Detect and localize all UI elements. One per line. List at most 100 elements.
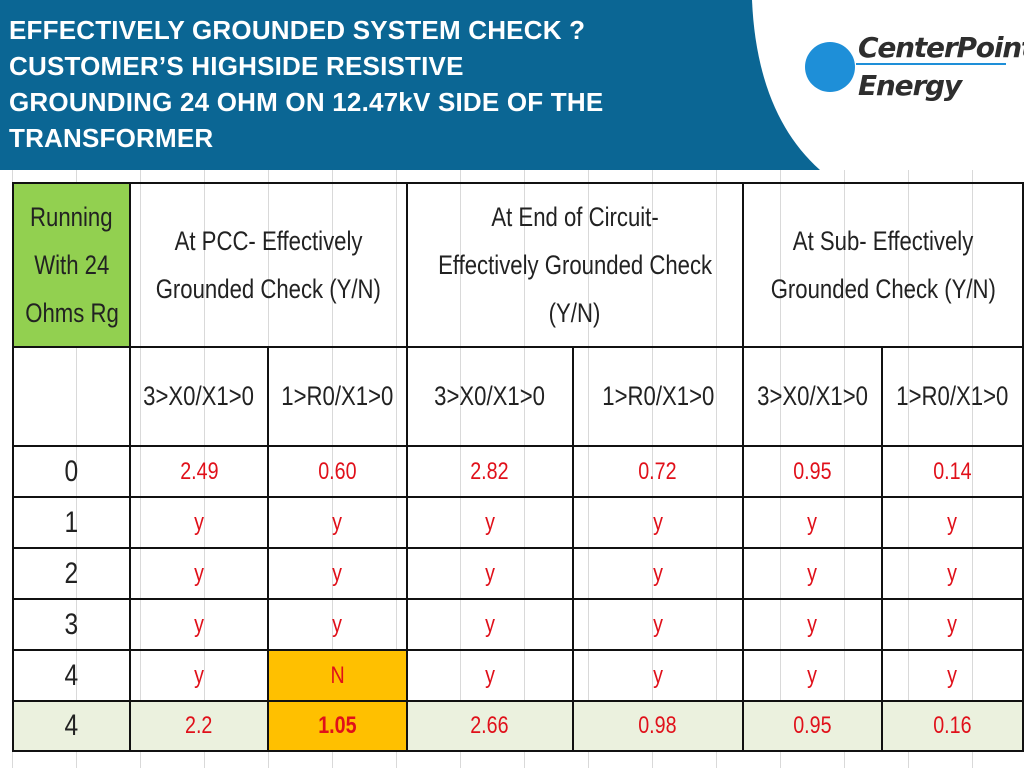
value-cell: 0.98	[571, 700, 744, 752]
cell-value: 2.66	[470, 712, 509, 739]
cell-value: y	[484, 508, 495, 536]
logo-text-line1: CenterPoint.	[858, 31, 1024, 64]
value-cell: y	[880, 598, 1024, 651]
corner-header-line: Running	[30, 202, 113, 232]
group-header-line: At Sub- Effectively	[792, 226, 974, 256]
cell-value: 0.98	[638, 712, 677, 739]
slide-title-line: TRANSFORMER	[9, 123, 214, 153]
sub-header-label: 1>R0/X1>0	[281, 381, 394, 411]
table-body: 0 2.49 0.60 2.82 0.72 0.95 0.14 1 y y y y y y 2 y y y y y y 3…	[11, 445, 1024, 752]
value-cell: 0.95	[741, 445, 883, 498]
row-label: 2	[64, 556, 79, 590]
cell-value: 2.82	[470, 457, 509, 485]
sub-header-cell: 3>X0/X1>0	[741, 346, 883, 447]
cell-value: y	[332, 610, 343, 638]
slide-title-line: GROUNDING 24 OHM ON 12.47kV SIDE OF THE	[9, 87, 604, 117]
value-cell: y	[405, 649, 574, 702]
group-header-line: Grounded Check (Y/N)	[770, 274, 996, 304]
logo-divider-line	[856, 63, 1006, 65]
cell-value: y	[807, 559, 818, 587]
value-cell: y	[266, 496, 408, 549]
value-cell: 0.14	[880, 445, 1024, 498]
table-row: 4 2.2 1.05 2.66 0.98 0.95 0.16	[11, 700, 1024, 752]
group-header-line: Effectively Grounded Check	[437, 250, 712, 280]
row-label: 1	[64, 505, 79, 539]
group-header-line: (Y/N)	[549, 298, 601, 328]
value-cell: 2.82	[405, 445, 574, 498]
banner-white-swoosh	[752, 0, 1024, 170]
row-label: 3	[64, 607, 79, 641]
cell-value: y	[807, 610, 818, 638]
group-header-line: Grounded Check (Y/N)	[155, 274, 382, 304]
cell-value: y	[947, 559, 958, 587]
cell-value: y	[484, 559, 495, 587]
value-cell: y	[880, 547, 1024, 600]
cell-value: 2.49	[179, 457, 219, 485]
row-label-cell: 4	[11, 649, 132, 702]
value-cell: N	[266, 649, 408, 702]
corner-header-cell: Running With 24 Ohms Rg	[11, 182, 132, 348]
cell-value: y	[194, 559, 204, 587]
value-cell: y	[741, 496, 883, 549]
cell-value: y	[807, 661, 818, 689]
value-cell: 2.2	[129, 700, 269, 752]
cell-value: y	[194, 508, 204, 536]
slide-title-line: CUSTOMER’S HIGHSIDE RESISTIVE	[9, 51, 464, 81]
grounding-check-table: Running With 24 Ohms Rg At PCC- Effectiv…	[11, 182, 1024, 752]
cell-value: 0.14	[933, 457, 972, 485]
sub-header-label: 1>R0/X1>0	[896, 381, 1009, 411]
sub-header-cell: 1>R0/X1>0	[880, 346, 1024, 447]
value-cell: 2.49	[129, 445, 269, 498]
row-label: 0	[64, 454, 79, 488]
sub-header-label: 3>X0/X1>0	[756, 381, 868, 411]
sub-header-cell: 1>R0/X1>0	[266, 346, 408, 447]
value-cell: 0.60	[266, 445, 408, 498]
value-cell: y	[129, 496, 269, 549]
logo-text-line2: Energy	[858, 69, 962, 102]
cell-value: y	[947, 508, 958, 536]
cell-value: y	[652, 661, 663, 689]
sub-header-cell: 3>X0/X1>0	[129, 346, 269, 447]
cell-value: y	[947, 610, 958, 638]
table-row: 3 y y y y y y	[11, 598, 1024, 651]
value-cell: y	[266, 547, 408, 600]
sub-header-label: 3>X0/X1>0	[143, 381, 255, 411]
value-cell: y	[129, 547, 269, 600]
sub-header-row: 3>X0/X1>0 1>R0/X1>0 3>X0/X1>0 1>R0/X1>0 …	[11, 346, 1024, 447]
empty-header-cell	[11, 346, 132, 447]
cell-value: y	[332, 559, 343, 587]
centerpoint-logo-text: CenterPoint. Energy	[858, 30, 1024, 104]
cell-value: 1.05	[318, 712, 357, 739]
cell-value: y	[652, 610, 663, 638]
row-label-cell: 4	[11, 700, 132, 752]
title-banner: EFFECTIVELY GROUNDED SYSTEM CHECK ? CUST…	[0, 0, 1024, 170]
cell-value: y	[194, 610, 204, 638]
value-cell: y	[405, 496, 574, 549]
value-cell: y	[571, 649, 744, 702]
value-cell: 1.05	[266, 700, 408, 752]
cell-value: y	[947, 661, 958, 689]
cell-value: y	[194, 661, 204, 689]
value-cell: y	[741, 598, 883, 651]
group-header-row: Running With 24 Ohms Rg At PCC- Effectiv…	[11, 182, 1024, 348]
value-cell: y	[571, 598, 744, 651]
cell-value: y	[332, 508, 343, 536]
value-cell: 0.72	[571, 445, 744, 498]
corner-header-line: With 24	[34, 250, 110, 280]
value-cell: y	[741, 649, 883, 702]
row-label-cell: 0	[11, 445, 132, 498]
value-cell: 0.95	[741, 700, 883, 752]
row-label: 4	[64, 658, 79, 692]
sub-header-cell: 1>R0/X1>0	[571, 346, 744, 447]
value-cell: y	[405, 547, 574, 600]
cell-value: 2.2	[185, 712, 213, 739]
value-cell: y	[129, 598, 269, 651]
group-header-line: At PCC- Effectively	[174, 226, 363, 256]
slide-title: EFFECTIVELY GROUNDED SYSTEM CHECK ? CUST…	[9, 12, 759, 156]
group-header-end-of-circuit: At End of Circuit- Effectively Grounded …	[405, 182, 744, 348]
value-cell: y	[571, 547, 744, 600]
sub-header-cell: 3>X0/X1>0	[405, 346, 574, 447]
cell-value: 0.60	[318, 457, 357, 485]
cell-value: 0.72	[638, 457, 677, 485]
cell-value: y	[652, 508, 663, 536]
